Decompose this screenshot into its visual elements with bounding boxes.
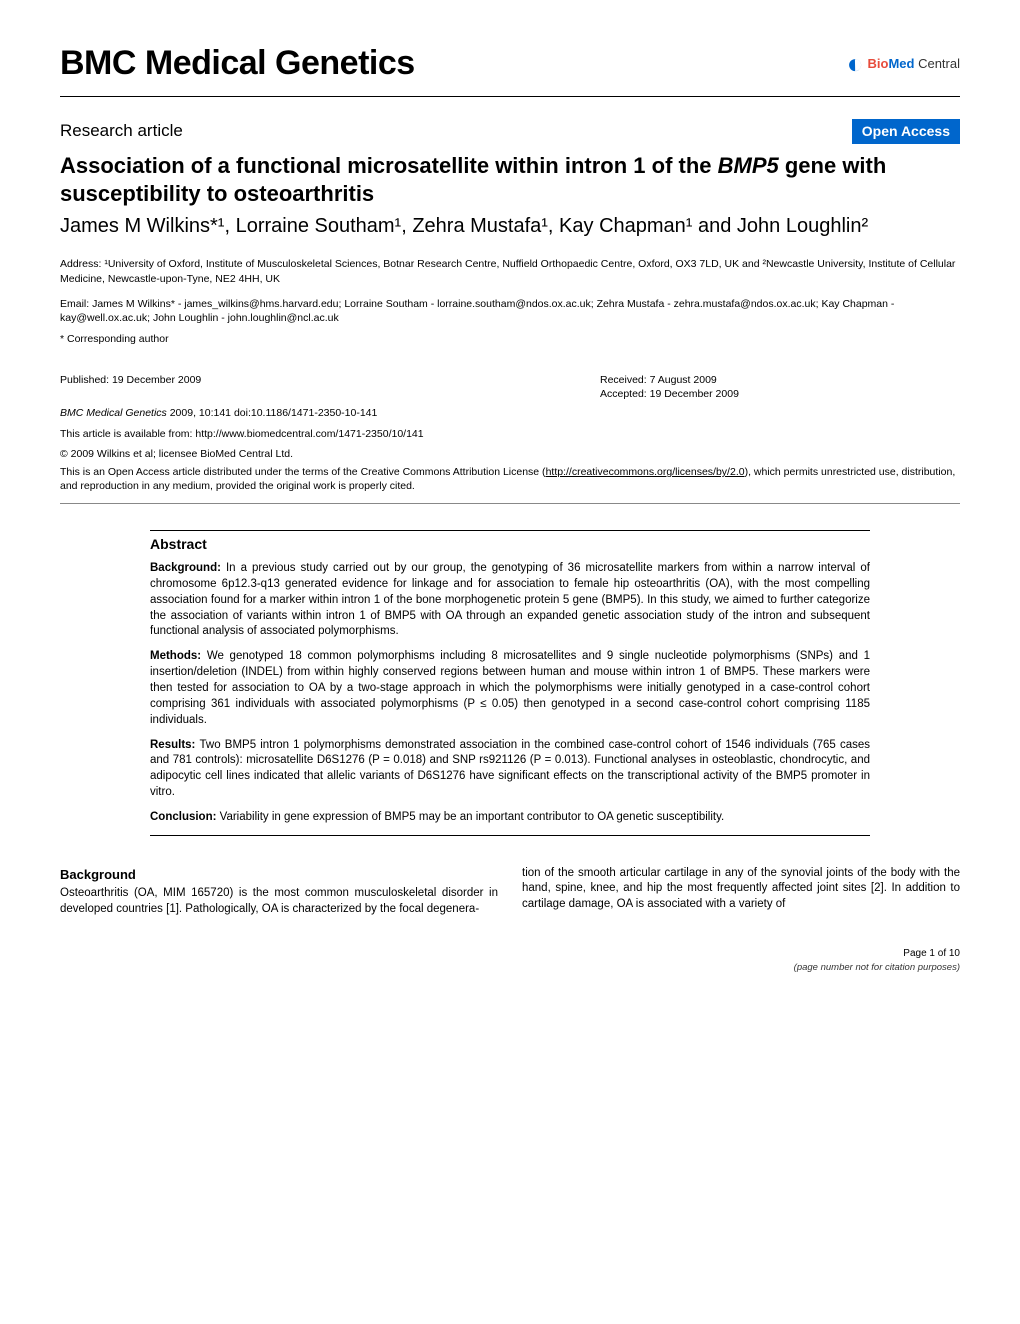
citation-rest: 2009, 10:141 doi:10.1186/1471-2350-10-14… — [167, 407, 378, 419]
publisher-logo: ◐ BioMed Central — [847, 44, 960, 83]
abstract-results: Results: Two BMP5 intron 1 polymorphisms… — [150, 738, 870, 801]
background-heading: Background — [60, 866, 498, 884]
license: This is an Open Access article distribut… — [60, 465, 960, 504]
journal-header: BMC Medical Genetics ◐ BioMed Central — [60, 40, 960, 97]
received-accepted: Received: 7 August 2009 Accepted: 19 Dec… — [600, 373, 960, 402]
abstract-methods-text: We genotyped 18 common polymorphisms inc… — [150, 650, 870, 725]
body-columns: Background Osteoarthritis (OA, MIM 16572… — [60, 866, 960, 918]
abstract-rule — [150, 835, 870, 836]
logo-med: Med — [888, 56, 914, 71]
open-access-badge: Open Access — [852, 119, 960, 145]
accepted-date: Accepted: 19 December 2009 — [600, 387, 960, 402]
article-type: Research article — [60, 119, 183, 143]
article-title: Association of a functional microsatelli… — [60, 152, 960, 207]
abstract-conclusion-text: Variability in gene expression of BMP5 m… — [220, 811, 725, 823]
abstract-results-label: Results: — [150, 739, 200, 751]
abstract-results-text: Two BMP5 intron 1 polymorphisms demonstr… — [150, 739, 870, 799]
page-number: Page 1 of 10 — [794, 947, 960, 961]
logo-text: BioMed Central — [868, 55, 960, 73]
logo-central: Central — [914, 56, 960, 71]
license-pre: This is an Open Access article distribut… — [60, 466, 546, 478]
publication-meta: Published: 19 December 2009 Received: 7 … — [60, 373, 960, 402]
citation-note: (page number not for citation purposes) — [794, 961, 960, 974]
abstract-methods-label: Methods: — [150, 650, 207, 662]
abstract-background-text: In a previous study carried out by our g… — [150, 562, 870, 637]
corresponding-author: * Corresponding author — [60, 332, 960, 347]
body-col-left: Background Osteoarthritis (OA, MIM 16572… — [60, 866, 498, 918]
abstract-conclusion-label: Conclusion: — [150, 811, 220, 823]
article-type-row: Research article Open Access — [60, 119, 960, 145]
abstract-block: Abstract Background: In a previous study… — [150, 530, 870, 835]
body-col1-text: Osteoarthritis (OA, MIM 165720) is the m… — [60, 887, 498, 915]
citation-journal: BMC Medical Genetics — [60, 407, 167, 419]
journal-name: BMC Medical Genetics — [60, 40, 415, 88]
citation-line: BMC Medical Genetics 2009, 10:141 doi:10… — [60, 406, 960, 421]
copyright: © 2009 Wilkins et al; licensee BioMed Ce… — [60, 447, 960, 462]
emails: Email: James M Wilkins* - james_wilkins@… — [60, 297, 960, 326]
abstract-heading: Abstract — [150, 530, 870, 555]
page-footer: Page 1 of 10 (page number not for citati… — [60, 947, 960, 974]
affiliations: Address: ¹University of Oxford, Institut… — [60, 257, 960, 286]
license-link[interactable]: http://creativecommons.org/licenses/by/2… — [546, 466, 745, 478]
abstract-background: Background: In a previous study carried … — [150, 561, 870, 640]
authors: James M Wilkins*¹, Lorraine Southam¹, Ze… — [60, 213, 960, 239]
published-date: Published: 19 December 2009 — [60, 373, 555, 402]
received-date: Received: 7 August 2009 — [600, 373, 960, 388]
abstract-methods: Methods: We genotyped 18 common polymorp… — [150, 649, 870, 728]
body-col2-text: tion of the smooth articular cartilage i… — [522, 867, 960, 910]
title-gene: BMP5 — [718, 153, 779, 178]
abstract-conclusion: Conclusion: Variability in gene expressi… — [150, 810, 870, 826]
logo-glyph-icon: ◐ — [847, 44, 864, 83]
footer-right: Page 1 of 10 (page number not for citati… — [794, 947, 960, 974]
logo-bio: Bio — [868, 56, 889, 71]
abstract-background-label: Background: — [150, 562, 226, 574]
body-col-right: tion of the smooth articular cartilage i… — [522, 866, 960, 918]
available-from: This article is available from: http://w… — [60, 427, 960, 442]
title-pre: Association of a functional microsatelli… — [60, 153, 718, 178]
